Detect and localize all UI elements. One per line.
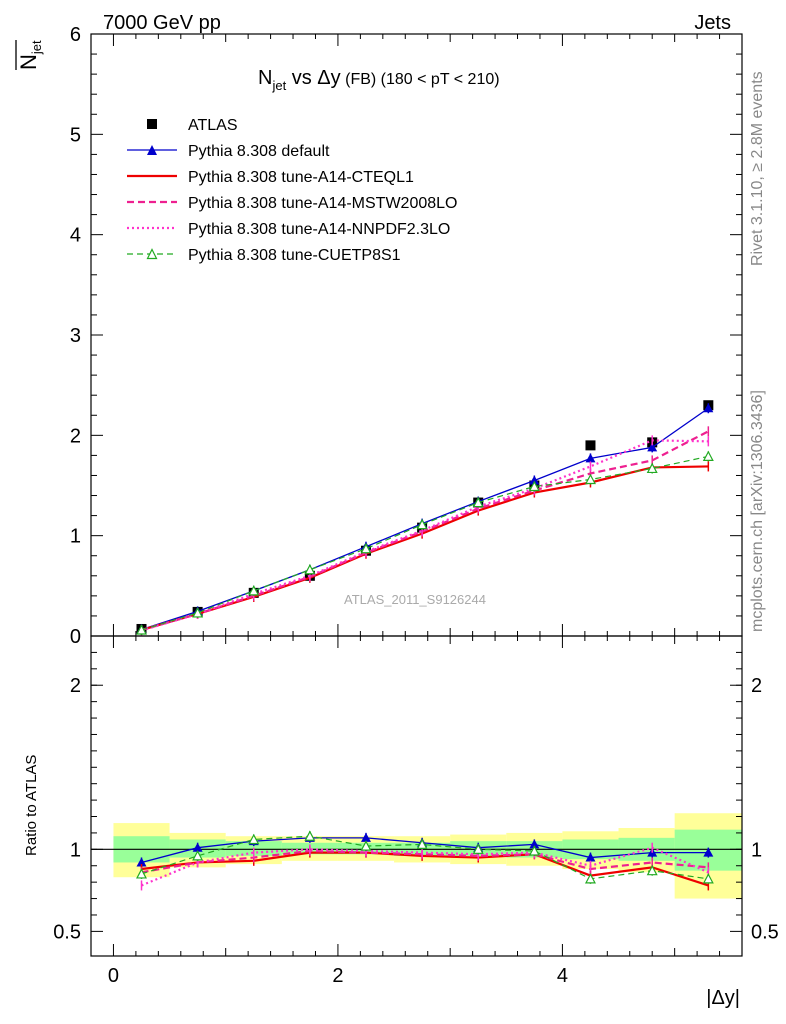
- x-tick-label: 0: [108, 965, 119, 987]
- title-mid: vs Δy: [286, 67, 340, 89]
- legend-label: Pythia 8.308 tune-A14-MSTW2008LO: [188, 195, 457, 212]
- legend: ATLAS Pythia 8.308 default Pythia 8.308 tu…: [127, 117, 457, 264]
- y-label-sub: jet: [29, 40, 44, 55]
- main-open-triangle-point: [136, 624, 148, 635]
- main-open-triangle-point: [584, 473, 596, 485]
- legend-marker: [147, 145, 157, 155]
- main-triangle-point: [529, 475, 540, 485]
- y-label-n: N: [16, 54, 41, 70]
- x-tick-label: 4: [557, 965, 568, 987]
- legend-entry: Pythia 8.308 default: [127, 143, 330, 160]
- main-y-tick-label: 4: [70, 225, 81, 247]
- ratio-open-triangle-point: [646, 864, 658, 876]
- x-tick-label: 2: [332, 965, 343, 987]
- legend-entry: ATLAS: [147, 117, 238, 134]
- legend-label: ATLAS: [188, 117, 238, 134]
- ratio-plot-series: [136, 830, 714, 891]
- ratio-y-tick-label-right: 0.5: [751, 921, 779, 943]
- side-label-rivet: Rivet 3.1.10, ≥ 2.8M events: [749, 71, 766, 266]
- ratio-y-tick-label: 1: [70, 839, 81, 861]
- analysis-watermark: ATLAS_2011_S9126244: [344, 592, 486, 607]
- main-open-triangle-point: [192, 607, 204, 618]
- ratio-y-tick-label: 2: [70, 675, 81, 697]
- x-axis-label: |Δy|: [706, 987, 740, 1009]
- main-series-line: [141, 439, 709, 632]
- legend-label: Pythia 8.308 tune-A14-CTEQL1: [188, 169, 414, 186]
- ratio-triangle-point: [192, 842, 203, 852]
- main-open-triangle-point: [646, 462, 658, 474]
- ratio-open-triangle-point: [528, 845, 540, 856]
- main-open-triangle-point: [360, 542, 372, 554]
- ratio-triangle-point: [529, 839, 540, 849]
- legend-entry: Pythia 8.308 tune-A14-MSTW2008LO: [127, 195, 457, 212]
- legend-marker: [146, 248, 158, 260]
- ratio-open-triangle-point: [192, 850, 204, 861]
- ratio-y-tick-label-right: 1: [751, 839, 762, 861]
- ratio-open-triangle-point: [584, 873, 596, 884]
- ratio-plot-frame: [90, 635, 743, 957]
- legend-label: Pythia 8.308 default: [188, 143, 330, 160]
- main-open-triangle-point: [248, 585, 260, 596]
- legend-entry: Pythia 8.308 tune-A14-CTEQL1: [127, 169, 414, 186]
- ratio-open-triangle-point: [248, 833, 260, 845]
- legend-entry: Pythia 8.308 tune-A14-NNPDF2.3LO: [127, 221, 450, 238]
- main-triangle-point: [585, 453, 596, 463]
- main-atlas-point: [585, 440, 596, 451]
- ratio-triangle-point: [703, 847, 714, 857]
- legend-label: Pythia 8.308 tune-A14-NNPDF2.3LO: [188, 221, 450, 238]
- ratio-open-triangle-point: [472, 843, 484, 854]
- main-open-triangle-point: [702, 450, 714, 462]
- main-open-triangle-point: [304, 563, 316, 575]
- main-y-tick-label: 1: [70, 526, 81, 548]
- main-y-tick-label: 3: [70, 325, 81, 347]
- main-open-triangle-point: [416, 518, 428, 530]
- ratio-triangle-point: [360, 832, 371, 842]
- main-open-triangle-point: [528, 480, 540, 492]
- ratio-series-line: [141, 835, 709, 880]
- ratio-open-triangle-point: [416, 838, 428, 850]
- ratio-open-triangle-point: [304, 830, 316, 841]
- main-y-label: Njet: [15, 40, 44, 70]
- ratio-triangle-point: [585, 852, 596, 862]
- main-triangle-point: [703, 403, 714, 413]
- header-right: Jets: [694, 12, 731, 34]
- ratio-y-label: Ratio to ATLAS: [23, 755, 40, 856]
- main-plot-series: [136, 400, 714, 636]
- title-n: N: [258, 67, 272, 89]
- legend-entry: Pythia 8.308 tune-CUETP8S1: [127, 247, 401, 264]
- ratio-triangle-point: [136, 857, 147, 867]
- ratio-open-triangle-point: [702, 873, 714, 884]
- main-y-tick-label: 0: [70, 626, 81, 648]
- side-label-mcplots: mcplots.cern.ch [arXiv:1306.3436]: [749, 390, 766, 632]
- ratio-series-line: [141, 849, 709, 874]
- ratio-y-tick-label-right: 2: [751, 675, 762, 697]
- title-rest: (180 < pT < 210): [376, 71, 499, 88]
- header-left: 7000 GeV pp: [103, 12, 221, 34]
- main-triangle-point: [647, 442, 658, 452]
- ratio-y-tick-label: 0.5: [53, 921, 81, 943]
- title-small: (FB): [341, 71, 377, 88]
- axes: 0 1 2 3 4 5 6 0 2 4 0.5 0.5 1 1 2 2: [53, 24, 779, 987]
- main-title: Njet vs Δy (FB) (180 < pT < 210): [258, 67, 500, 93]
- main-y-tick-label: 6: [70, 24, 81, 46]
- legend-marker: [147, 119, 157, 129]
- main-open-triangle-point: [472, 496, 484, 508]
- svg-text:Njet: Njet: [16, 40, 44, 70]
- ratio-open-triangle-point: [136, 868, 148, 879]
- main-y-tick-label: 2: [70, 425, 81, 447]
- main-y-tick-label: 5: [70, 124, 81, 146]
- title-sub: jet: [271, 78, 286, 93]
- legend-label: Pythia 8.308 tune-CUETP8S1: [188, 247, 401, 264]
- ratio-open-triangle-point: [360, 840, 372, 851]
